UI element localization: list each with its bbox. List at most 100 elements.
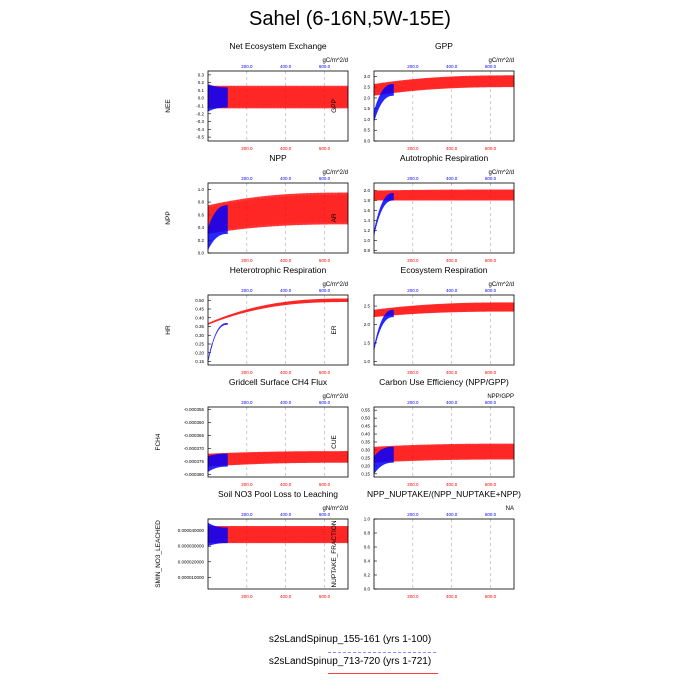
panel-9-series-run1 bbox=[207, 522, 228, 547]
panel-6-frame bbox=[373, 294, 515, 366]
panel-4-xtick-bottom-1: 200.0 bbox=[407, 258, 419, 263]
panel-6-ytick-3: 1.5 bbox=[364, 340, 371, 345]
panel-4-frame bbox=[373, 182, 515, 254]
panel-8-xtick-bottom-2: 400.0 bbox=[446, 482, 458, 487]
panel-3-xtick-top-3: 600.0 bbox=[319, 176, 331, 181]
panel-2-units: gC/m^2/d bbox=[489, 58, 515, 64]
panel-10-xtick-top-2: 400.0 bbox=[446, 512, 458, 517]
panel-3-ytick-3: 0.6 bbox=[198, 212, 205, 217]
panel-4-ytick-1: 2.0 bbox=[364, 188, 371, 193]
panel-9-title: Soil NO3 Pool Loss to Leaching bbox=[218, 489, 338, 499]
panel-3-series-run1 bbox=[207, 205, 228, 250]
panel-7-xtick-top-3: 600.0 bbox=[319, 400, 331, 405]
panel-9-xtick-bottom-1: 200.0 bbox=[241, 594, 253, 599]
panel-9-ytick-3: 0.000020000 bbox=[178, 559, 205, 564]
panel-8-xtick-top-2: 400.0 bbox=[446, 400, 458, 405]
panel-1-ytick-3: 0.1 bbox=[198, 88, 205, 93]
panel-10-ytick-3: 0.6 bbox=[364, 545, 371, 550]
panel-4-ytick-3: 1.6 bbox=[364, 208, 371, 213]
panel-8-ytick-9: 0.15 bbox=[361, 471, 370, 476]
panel-4-ytick-2: 1.8 bbox=[364, 198, 371, 203]
panel-1-frame bbox=[207, 70, 349, 142]
panel-4-units: gC/m^2/d bbox=[489, 170, 515, 176]
panel-4-xtick-top-1: 200.0 bbox=[407, 176, 419, 181]
panel-10-ytick-4: 0.4 bbox=[364, 559, 371, 564]
panel-7-xtick-bottom-1: 200.0 bbox=[241, 482, 253, 487]
panel-4-xtick-bottom-3: 600.0 bbox=[485, 258, 497, 263]
panel-5-ytick-4: 0.35 bbox=[195, 324, 204, 329]
panel-3-ytick-4: 0.4 bbox=[198, 225, 205, 230]
panel-3-ylabel: NPP bbox=[165, 211, 172, 224]
panel-2-ytick-3: 2.0 bbox=[364, 95, 371, 100]
legend-swatch-run1 bbox=[328, 652, 436, 653]
panel-1-xtick-bottom-2: 400.0 bbox=[280, 146, 292, 151]
panel-4-ytick-6: 1.0 bbox=[364, 238, 371, 243]
panel-8-ylabel: CUE bbox=[331, 434, 338, 448]
panel-1-series-run1 bbox=[207, 84, 228, 112]
panel-10-xtick-bottom-1: 200.0 bbox=[407, 594, 419, 599]
panel-5-ytick-6: 0.25 bbox=[195, 342, 204, 347]
panel-5-ylabel: HR bbox=[165, 325, 172, 335]
panel-4-title: Autotrophic Respiration bbox=[400, 153, 489, 163]
panel-9-ytick-4: 0.000010000 bbox=[178, 575, 205, 580]
panel-5-xtick-top-1: 200.0 bbox=[241, 288, 253, 293]
panel-5-xtick-bottom-2: 400.0 bbox=[280, 370, 292, 375]
panel-3-series-run2 bbox=[207, 192, 349, 234]
panel-6-ytick-2: 2.0 bbox=[364, 322, 371, 327]
panel-6-series-run2 bbox=[373, 302, 515, 318]
panel-4-xtick-top-3: 600.0 bbox=[485, 176, 497, 181]
panel-7-frame bbox=[207, 406, 349, 478]
panel-3-ytick-2: 0.8 bbox=[198, 200, 205, 205]
panel-1-title: Net Ecosystem Exchange bbox=[229, 41, 327, 51]
panel-7-xtick-bottom-2: 400.0 bbox=[280, 482, 292, 487]
panel-4-xtick-top-2: 400.0 bbox=[446, 176, 458, 181]
panel-9-xtick-bottom-2: 400.0 bbox=[280, 594, 292, 599]
panel-1-ytick-7: -0.3 bbox=[196, 119, 204, 124]
panel-10-ytick-6: 0.0 bbox=[364, 587, 371, 592]
panel-1-xtick-top-1: 200.0 bbox=[241, 64, 253, 69]
panel-3-title: NPP bbox=[269, 153, 287, 163]
panel-3-xtick-bottom-3: 600.0 bbox=[319, 258, 331, 263]
panel-8-series-run1 bbox=[373, 446, 394, 474]
panel-1-ytick-5: -0.1 bbox=[196, 104, 204, 109]
panel-5-ytick-2: 0.45 bbox=[195, 307, 204, 312]
panel-1-ytick-6: -0.2 bbox=[196, 111, 204, 116]
panel-9-units: gN/m^2/d bbox=[323, 506, 349, 512]
panel-2-ylabel: GPP bbox=[331, 99, 338, 113]
panel-5-ytick-7: 0.20 bbox=[195, 350, 204, 355]
panel-8-xtick-bottom-3: 600.0 bbox=[485, 482, 497, 487]
panel-3-ytick-6: 0.0 bbox=[198, 251, 205, 256]
panel-6-xtick-top-2: 400.0 bbox=[446, 288, 458, 293]
panel-9-xtick-top-1: 200.0 bbox=[241, 512, 253, 517]
panel-8-ytick-2: 0.50 bbox=[361, 416, 370, 421]
panel-7-units: gC/m^2/d bbox=[323, 394, 349, 400]
panel-1-ylabel: NEE bbox=[165, 99, 172, 113]
panel-2-xtick-top-3: 600.0 bbox=[485, 64, 497, 69]
panel-9-series-run2 bbox=[207, 525, 349, 544]
panel-2-ytick-6: 0.5 bbox=[364, 128, 371, 133]
panel-5-frame bbox=[207, 294, 349, 366]
panel-9-frame bbox=[207, 518, 349, 590]
panel-8-ytick-3: 0.45 bbox=[361, 424, 370, 429]
panel-5-xtick-bottom-1: 200.0 bbox=[241, 370, 253, 375]
panel-4-ytick-5: 1.2 bbox=[364, 228, 371, 233]
panel-10-title: NPP_NUPTAKE/(NPP_NUPTAKE+NPP) bbox=[367, 489, 521, 499]
panel-5-ytick-3: 0.40 bbox=[195, 315, 204, 320]
panel-5-xtick-top-2: 400.0 bbox=[280, 288, 292, 293]
panel-8-ytick-5: 0.35 bbox=[361, 440, 370, 445]
panel-2-frame bbox=[373, 70, 515, 142]
panel-7-series-run1 bbox=[207, 453, 228, 472]
panel-2-xtick-top-2: 400.0 bbox=[446, 64, 458, 69]
panel-7-ytick-1: -0.000355 bbox=[184, 407, 205, 412]
panel-8-units: NPP/GPP bbox=[487, 394, 514, 400]
panel-4-ytick-4: 1.4 bbox=[364, 218, 371, 223]
legend-swatch-run2 bbox=[328, 673, 438, 674]
panel-8-xtick-bottom-1: 200.0 bbox=[407, 482, 419, 487]
panel-5-units: gC/m^2/d bbox=[323, 282, 349, 288]
panel-1-xtick-top-2: 400.0 bbox=[280, 64, 292, 69]
panel-10-frame bbox=[373, 518, 515, 590]
panel-7-ytick-6: -0.000380 bbox=[184, 472, 205, 477]
legend-label-run1: s2sLandSpinup_155-161 (yrs 1-100) bbox=[268, 634, 432, 645]
panel-7-ytick-3: -0.000365 bbox=[184, 433, 205, 438]
panel-4-xtick-bottom-2: 400.0 bbox=[446, 258, 458, 263]
